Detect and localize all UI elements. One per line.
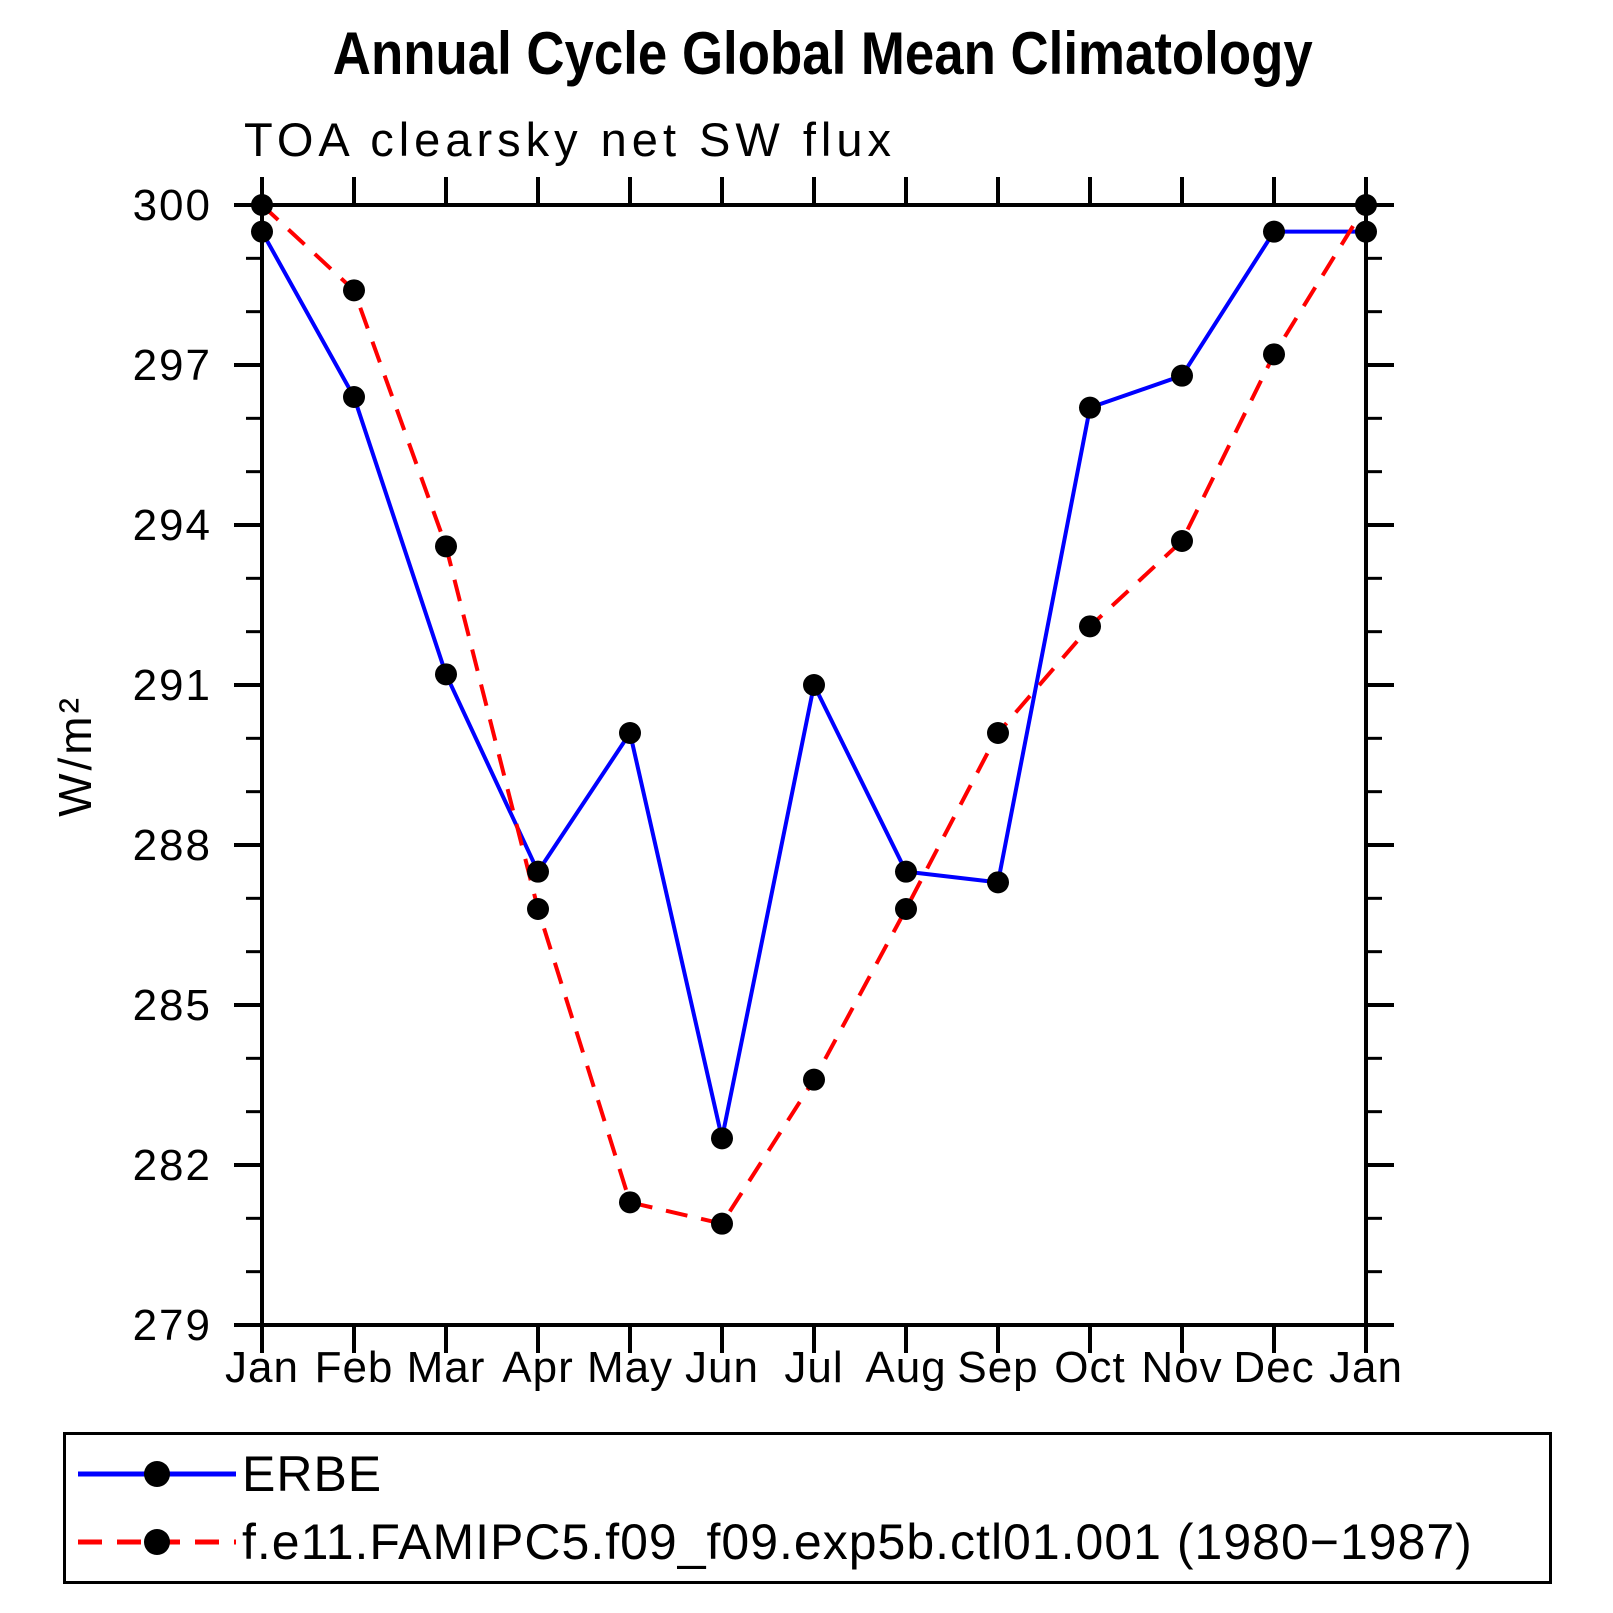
data-point-erbe	[619, 722, 641, 744]
x-tick-label: Jun	[685, 1343, 759, 1392]
legend: ERBE f.e11.FAMIPC5.f09_f09.exp5b.ctl01.0…	[63, 1432, 1552, 1584]
data-point-model	[251, 194, 273, 216]
data-point-erbe	[711, 1127, 733, 1150]
data-point-erbe	[803, 674, 825, 696]
data-point-erbe	[1079, 396, 1101, 419]
data-point-erbe	[251, 220, 273, 243]
data-point-erbe	[895, 860, 917, 883]
chart-title-text: Annual Cycle Global Mean Climatology	[332, 20, 1313, 87]
y-tick-label: 294	[133, 501, 212, 550]
x-tick-label: May	[587, 1343, 673, 1392]
y-tick-label: 300	[133, 181, 212, 230]
y-tick-label: 288	[133, 821, 212, 870]
data-point-erbe	[1171, 364, 1193, 387]
y-tick-label: 291	[133, 661, 212, 710]
data-point-model	[987, 722, 1009, 744]
data-point-erbe	[435, 663, 457, 686]
data-point-model	[435, 535, 457, 558]
legend-item-model: f.e11.FAMIPC5.f09_f09.exp5b.ctl01.001 (1…	[66, 1508, 1549, 1576]
data-point-model	[711, 1212, 733, 1235]
x-tick-label: Oct	[1054, 1343, 1125, 1392]
chart-title: Annual Cycle Global Mean Climatology	[16, 22, 1613, 85]
data-point-model	[1079, 615, 1101, 638]
y-tick-label: 282	[133, 1141, 212, 1190]
legend-item-erbe: ERBE	[66, 1440, 1549, 1508]
y-tick-label: 285	[133, 981, 212, 1030]
x-tick-label: Jul	[784, 1343, 843, 1392]
data-point-erbe	[1355, 220, 1377, 243]
x-tick-label: Apr	[502, 1343, 573, 1392]
chart-subtitle: TOA clearsky net SW flux	[244, 113, 896, 166]
x-tick-label: Nov	[1141, 1343, 1222, 1392]
data-point-model	[527, 898, 549, 920]
data-point-model	[803, 1068, 825, 1091]
plot-frame	[260, 203, 1368, 1327]
x-tick-label: Dec	[1233, 1343, 1314, 1392]
legend-label-model: f.e11.FAMIPC5.f09_f09.exp5b.ctl01.001 (1…	[242, 1514, 1473, 1570]
x-tick-label: Sep	[957, 1343, 1038, 1392]
data-point-model	[343, 279, 365, 302]
erbe-line-sample-icon	[78, 1461, 236, 1487]
data-point-erbe	[1263, 220, 1285, 243]
data-point-erbe	[527, 860, 549, 883]
x-tick-label: Jan	[225, 1343, 299, 1392]
y-tick-label: 279	[133, 1301, 212, 1350]
data-point-model	[619, 1191, 641, 1214]
data-point-model	[1171, 530, 1193, 552]
x-tick-label: Mar	[407, 1343, 486, 1392]
x-tick-label: Aug	[865, 1343, 946, 1392]
data-point-model	[895, 898, 917, 920]
data-point-model	[1355, 194, 1377, 216]
legend-label-erbe: ERBE	[242, 1446, 383, 1502]
data-point-erbe	[987, 871, 1009, 894]
y-tick-label: 297	[133, 341, 212, 390]
x-tick-label: Jan	[1329, 1343, 1403, 1392]
model-line-sample-icon	[78, 1529, 236, 1555]
data-point-erbe	[343, 386, 365, 408]
x-tick-label: Feb	[315, 1343, 394, 1392]
data-point-model	[1263, 343, 1285, 366]
